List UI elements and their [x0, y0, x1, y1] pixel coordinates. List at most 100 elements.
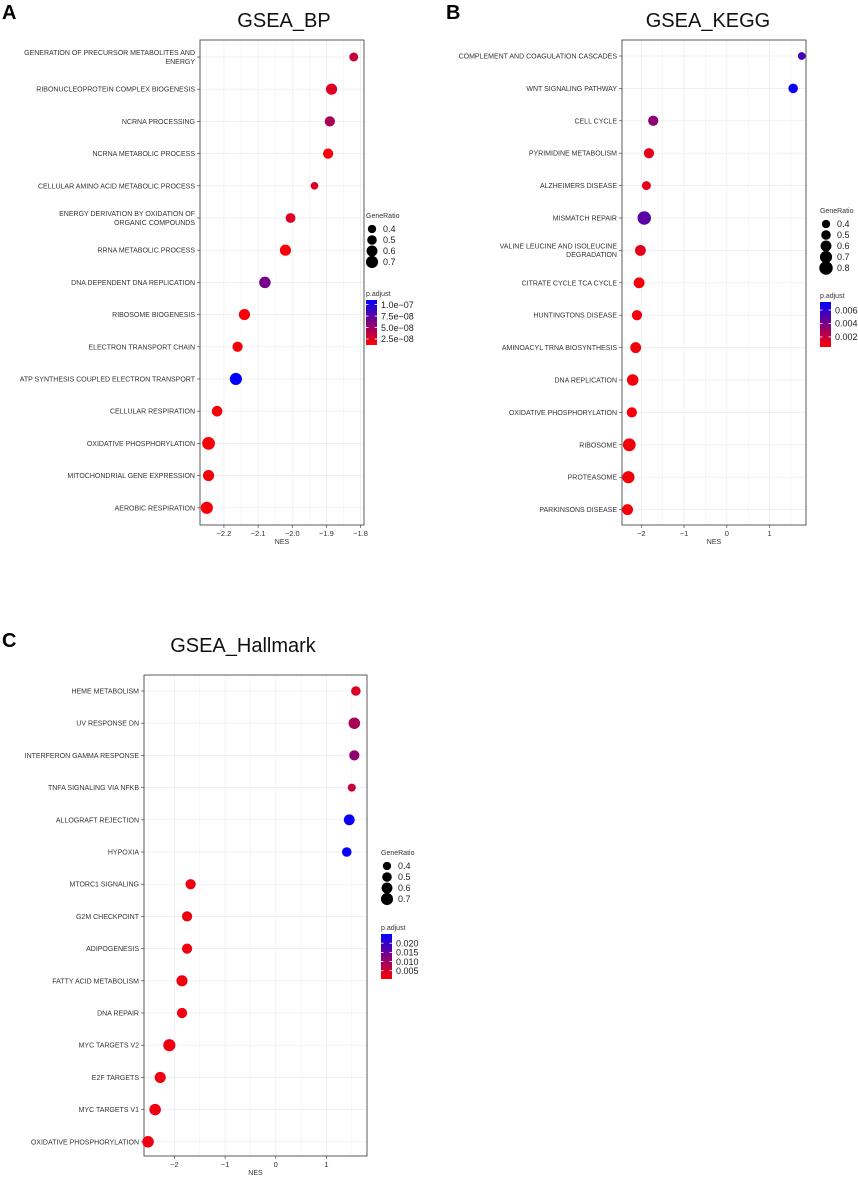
size-legend-label: 0.4 [383, 224, 396, 234]
y-tick-label-line: RIBOSOME [579, 442, 617, 449]
data-point [349, 52, 359, 62]
y-tick-label-line: RIBOSOME BIOGENESIS [112, 312, 195, 319]
plot-area [144, 675, 367, 1156]
data-point [648, 115, 659, 126]
y-tick-label-line: TNFA SIGNALING VIA NFKB [48, 785, 139, 792]
y-tick-label: CELLULAR RESPIRATION [110, 409, 195, 416]
y-tick-label-line: ALZHEIMERS DISEASE [540, 183, 617, 190]
color-legend-label: 0.005 [396, 966, 419, 976]
x-tick-label: 0 [274, 1160, 278, 1169]
y-tick-label: ALLOGRAFT REJECTION [56, 817, 139, 824]
color-legend-bar [820, 302, 831, 347]
data-point [149, 1103, 161, 1116]
y-tick-label: PROTEASOME [568, 475, 618, 482]
y-tick-label: CELL CYCLE [574, 118, 617, 125]
x-tick-label: −2.2 [217, 529, 232, 538]
data-point [181, 943, 193, 954]
y-tick-label: ENERGY DERIVATION BY OXIDATION OF ORGANIC… [59, 211, 195, 227]
y-tick-label: VALINE LEUCINE AND ISOLEUCINE DEGRADATION [500, 244, 618, 260]
color-legend-title: p.adjust [381, 925, 406, 932]
data-point [202, 470, 215, 482]
y-tick-label: GENERATION OF PRECURSOR METABOLITES AND E… [24, 50, 195, 66]
size-legend-key [380, 892, 394, 906]
y-tick-label-line: MITOCHONDRIAL GENE EXPRESSION [67, 473, 195, 480]
color-legend-bar [381, 934, 392, 979]
y-tick-label: NCRNA PROCESSING [122, 119, 195, 126]
size-legend-label: 0.7 [398, 894, 411, 904]
y-tick-label: INTERFERON GAMMA RESPONSE [25, 753, 140, 760]
data-point [279, 244, 291, 256]
data-point [622, 438, 636, 452]
data-point [622, 504, 634, 516]
size-legend-label: 0.7 [383, 257, 396, 267]
size-legend-key [367, 224, 377, 234]
y-tick-label-line: RIBONUCLEOPROTEIN COMPLEX BIOGENESIS [36, 87, 195, 94]
y-tick-label: ATP SYNTHESIS COUPLED ELECTRON TRANSPORT [20, 377, 196, 384]
size-legend-label: 0.8 [837, 263, 850, 273]
data-point [163, 1039, 176, 1052]
x-tick-label: −1.8 [353, 529, 368, 538]
color-legend-label: 7.5e−08 [381, 311, 414, 321]
y-tick-label: ALZHEIMERS DISEASE [540, 183, 617, 190]
color-legend-bar [366, 300, 377, 345]
y-tick-label-line: HEME METABOLISM [71, 689, 139, 696]
y-tick-label-line: OXIDATIVE PHOSPHORYLATION [87, 441, 195, 448]
data-point [641, 181, 651, 191]
y-tick-label-line: RRNA METABOLIC PROCESS [97, 248, 195, 255]
size-legend-key [821, 230, 831, 240]
color-legend-label: 0.010 [396, 957, 419, 967]
y-tick-label: OXIDATIVE PHOSPHORYLATION [509, 410, 617, 417]
y-tick-label-line: UV RESPONSE DN [76, 721, 139, 728]
y-tick-label-line: MYC TARGETS V1 [79, 1107, 140, 1114]
size-legend-title: GeneRatio [820, 208, 854, 215]
data-point [323, 148, 334, 159]
panel-b: B GSEA_KEGG COMPLEMENT AND COAGULATION CAS… [446, 2, 858, 546]
data-point [622, 471, 635, 484]
y-tick-label-line: MTORC1 SIGNALING [70, 882, 140, 889]
y-tick-label-line: PYRIMIDINE METABOLISM [529, 151, 617, 158]
y-tick-label: HYPOXIA [108, 850, 139, 857]
y-tick-label: CELLULAR AMINO ACID METABOLIC PROCESS [38, 183, 195, 190]
x-tick-label: −2 [637, 529, 646, 538]
x-tick-label: −1 [680, 529, 689, 538]
y-tick-label: DNA REPAIR [97, 1011, 139, 1018]
y-tick-label: ADIPOGENESIS [86, 946, 139, 953]
y-tick-label: PYRIMIDINE METABOLISM [529, 151, 617, 158]
data-point [788, 83, 798, 94]
color-legend-label: 0.015 [396, 948, 419, 958]
color-legend-label: 2.5e−08 [381, 334, 414, 344]
size-legend-key [819, 250, 833, 264]
x-tick-label: 1 [324, 1160, 328, 1169]
y-tick-label-line: CELLULAR RESPIRATION [110, 409, 195, 416]
y-tick-label: DNA DEPENDENT DNA REPLICATION [71, 280, 195, 287]
y-tick-label-line: ADIPOGENESIS [86, 946, 139, 953]
panel-label: C [2, 630, 16, 652]
y-tick-label-line: E2F TARGETS [92, 1075, 140, 1082]
y-tick-label-line: HYPOXIA [108, 850, 139, 857]
y-tick-label: MYC TARGETS V2 [79, 1043, 140, 1050]
y-tick-label-line: PROTEASOME [568, 475, 618, 482]
chart-title: GSEA_BP [237, 10, 330, 32]
y-tick-label-line: GENERATION OF PRECURSOR METABOLITES AND [24, 50, 195, 57]
data-point [348, 717, 361, 729]
data-point [349, 750, 360, 761]
data-point [232, 341, 243, 352]
size-legend-label: 0.6 [383, 246, 396, 256]
y-tick-label: E2F TARGETS [92, 1075, 140, 1082]
color-legend-label: 0.002 [835, 332, 858, 342]
y-tick-label-line: DNA REPAIR [97, 1011, 139, 1018]
size-legend-key [367, 235, 377, 245]
color-legend-label: 0.006 [835, 305, 858, 315]
y-tick-label-line: ENERGY [165, 59, 195, 66]
y-tick-label-line: ORGANIC COMPOUNDS [114, 220, 195, 227]
y-tick-label: MISMATCH REPAIR [553, 216, 617, 223]
data-point [176, 975, 188, 987]
y-tick-label: FATTY ACID METABOLISM [52, 978, 139, 985]
y-tick-label: G2M CHECKPOINT [76, 914, 140, 921]
data-point [643, 148, 655, 159]
y-tick-label-line: ALLOGRAFT REJECTION [56, 817, 139, 824]
size-legend-key [381, 882, 393, 894]
panel-label: A [2, 2, 16, 24]
size-legend-title: GeneRatio [381, 850, 415, 857]
